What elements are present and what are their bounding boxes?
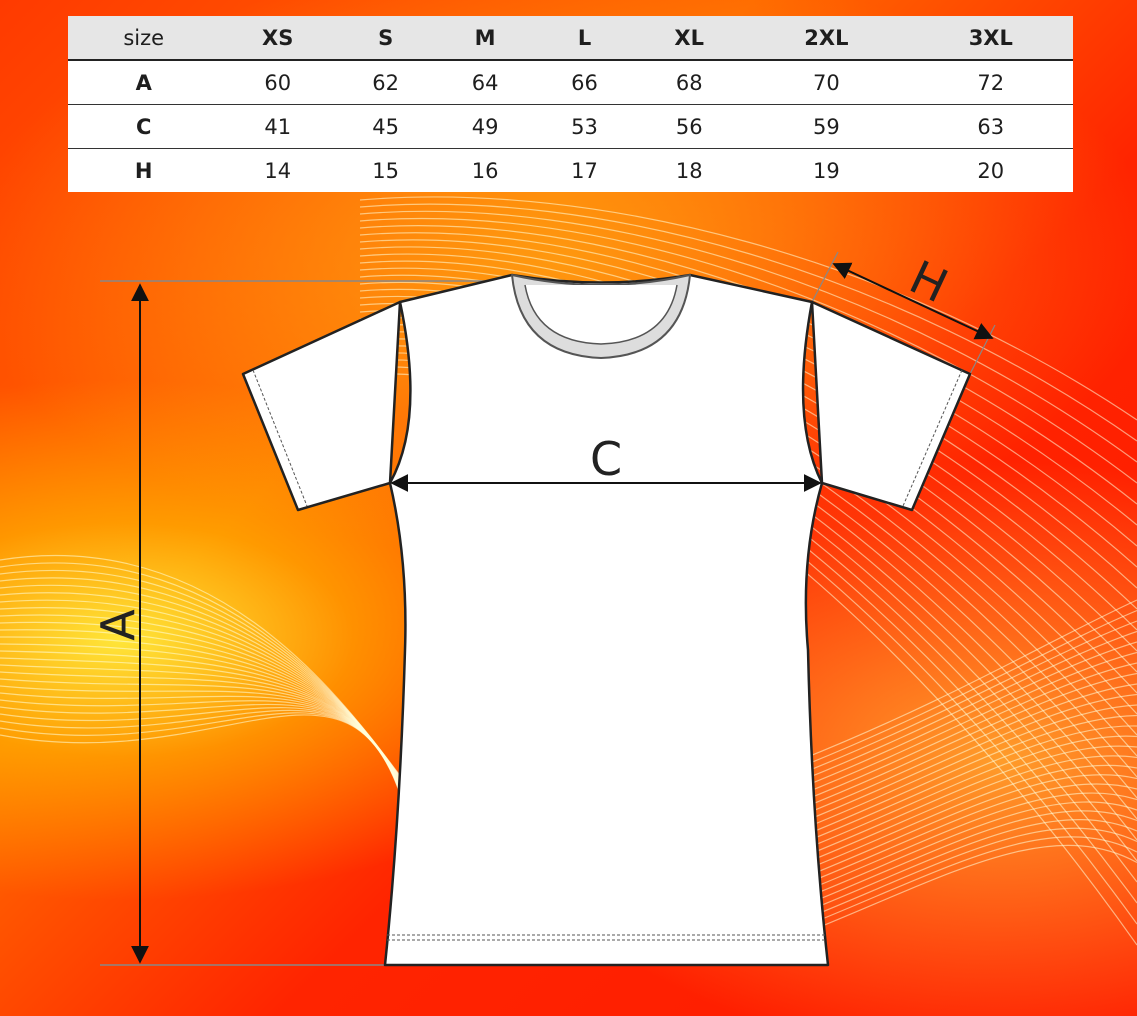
table-cell: 20 xyxy=(908,148,1073,192)
length-label: A xyxy=(91,609,145,641)
sleeve-label: H xyxy=(902,250,956,314)
row-label: A xyxy=(135,70,152,95)
header-size: XS xyxy=(219,16,336,61)
table-cell: 15 xyxy=(335,148,436,192)
table-cell: 62 xyxy=(372,70,400,95)
header-size: XL xyxy=(634,16,745,61)
tshirt-outline xyxy=(241,273,972,967)
size-table: size XS S M L XL 2XL 3XL A 60 62 64 66 68 70 72… xyxy=(68,16,1073,192)
table-cell: 53 xyxy=(534,104,635,149)
header-size: S xyxy=(335,16,436,61)
table-cell: 45 xyxy=(335,104,436,149)
table-row: H 14 15 16 17 18 19 20 xyxy=(68,148,1073,192)
table-cell: 16 xyxy=(435,148,535,192)
table-cell: 56 xyxy=(634,104,745,149)
table-cell: 72 xyxy=(977,70,1005,95)
header-size: M xyxy=(435,16,535,61)
table-cell: 70 xyxy=(813,70,840,95)
chest-label: C xyxy=(590,432,622,486)
table-cell: 60 xyxy=(264,70,292,95)
table-cell: 18 xyxy=(634,148,745,192)
guide-line-sleeve-top xyxy=(811,251,839,303)
header-size-label: size xyxy=(68,16,220,61)
header-size: 3XL xyxy=(908,16,1073,61)
row-label: H xyxy=(68,148,220,192)
table-cell: 63 xyxy=(908,104,1073,149)
header-size: 2XL xyxy=(744,16,909,61)
table-row: A 60 62 64 66 68 70 72 xyxy=(68,60,1073,105)
header-size: L xyxy=(534,16,635,61)
table-cell: 49 xyxy=(435,104,535,149)
guide-line-sleeve-bottom xyxy=(969,324,996,375)
table-cell: 64 xyxy=(471,70,499,95)
table-cell: 59 xyxy=(744,104,909,149)
table-cell: 68 xyxy=(675,70,703,95)
table-cell: 66 xyxy=(571,70,598,95)
table-cell: 17 xyxy=(534,148,635,192)
table-row: C 41 45 49 53 56 59 63 xyxy=(68,104,1073,149)
sleeve-arrow xyxy=(832,262,994,340)
table-cell: 14 xyxy=(219,148,336,192)
stitching xyxy=(252,369,963,941)
table-cell: 41 xyxy=(219,104,336,149)
table-header-row: size XS S M L XL 2XL 3XL xyxy=(68,16,1073,61)
row-label: C xyxy=(68,104,220,149)
table-cell: 19 xyxy=(744,148,909,192)
